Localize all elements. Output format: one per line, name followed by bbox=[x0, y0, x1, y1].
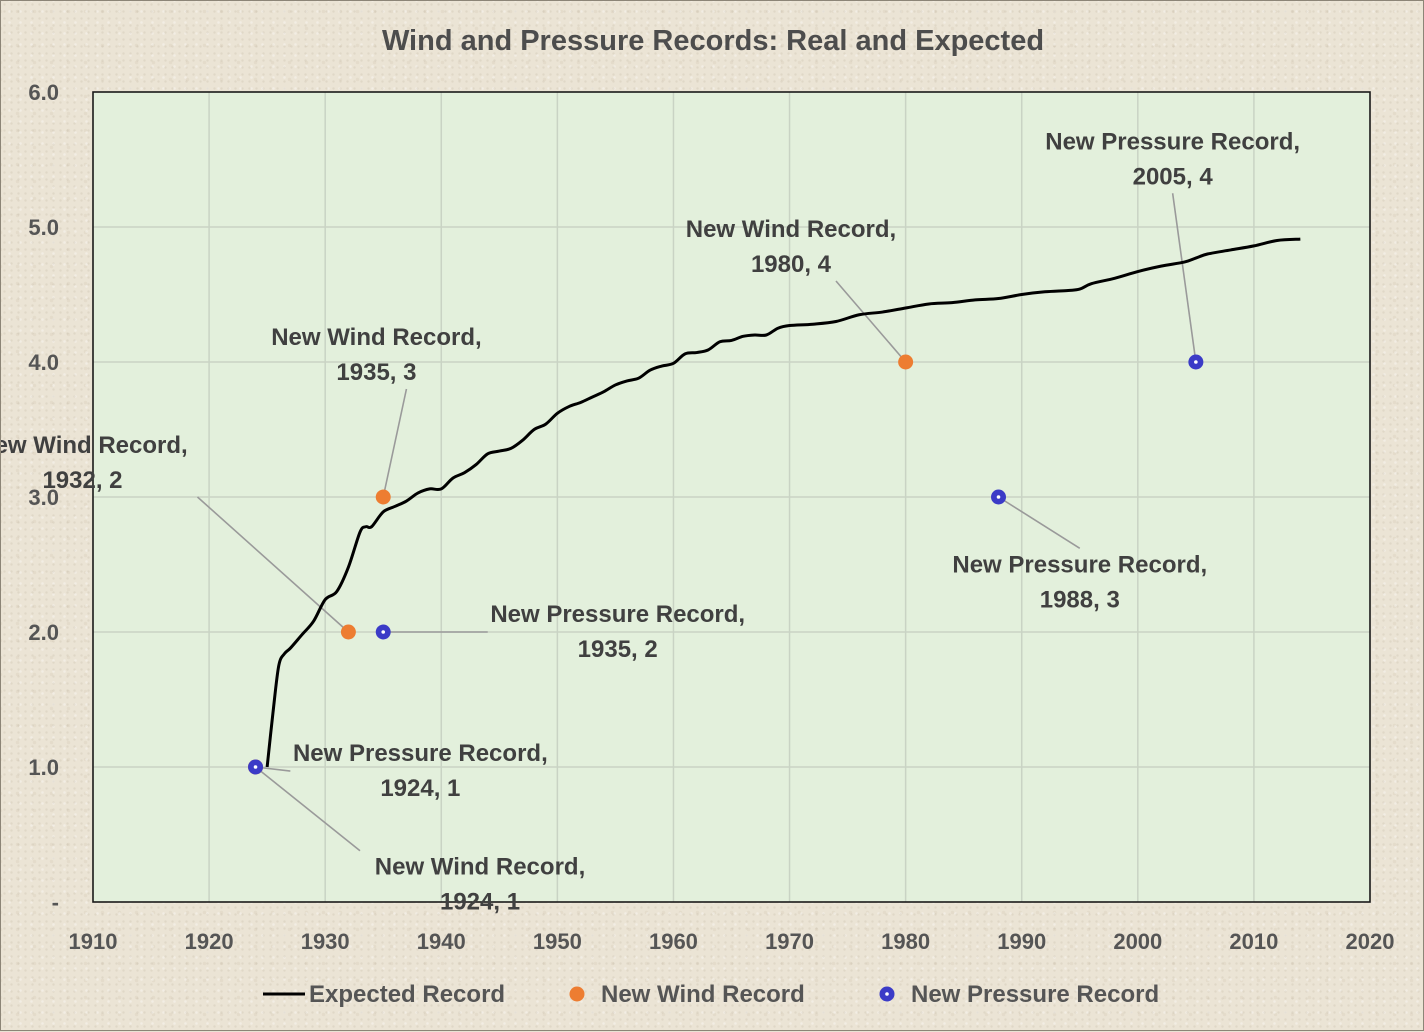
annotation-leader-line bbox=[1171, 193, 1197, 363]
legend-marker-swatch bbox=[569, 986, 585, 1002]
x-tick-label: 1930 bbox=[301, 929, 350, 954]
pressure-annotation: New Pressure Record, 1988, 3 bbox=[952, 551, 1207, 613]
x-tick-label: 2000 bbox=[1113, 929, 1162, 954]
y-tick-label: 6.0 bbox=[28, 80, 59, 105]
y-tick-label: 3.0 bbox=[28, 485, 59, 510]
y-tick-label: - bbox=[52, 890, 59, 915]
legend-item-new-pressure-record: New Pressure Record bbox=[879, 981, 1159, 1008]
legend-item-expected-record: Expected Record bbox=[263, 981, 505, 1008]
wind-record-point bbox=[375, 489, 391, 505]
annotation-leader-line bbox=[382, 388, 408, 498]
wind-annotation: New Wind Record,1932, 2 bbox=[1, 432, 188, 494]
x-tick-label: 1920 bbox=[185, 929, 234, 954]
pressure-record-point-center bbox=[996, 495, 1001, 499]
pressure-record-point-center bbox=[253, 765, 258, 769]
y-tick-label: 2.0 bbox=[28, 620, 59, 645]
y-tick-label: 4.0 bbox=[28, 350, 59, 375]
y-tick-label: 1.0 bbox=[28, 755, 59, 780]
x-tick-label: 2010 bbox=[1229, 929, 1278, 954]
pressure-record-point-center bbox=[1194, 360, 1198, 364]
x-tick-label: 2020 bbox=[1346, 929, 1395, 954]
wind-annotation: New Wind Record, 1980, 4 bbox=[686, 216, 896, 278]
pressure-annotation: New Pressure Record, 1924, 1 bbox=[293, 740, 548, 802]
x-tick-label: 1990 bbox=[997, 929, 1046, 954]
annotation-leader-line bbox=[835, 280, 907, 363]
legend-label: New Wind Record bbox=[601, 981, 805, 1008]
legend-item-new-wind-record: New Wind Record bbox=[569, 981, 805, 1008]
x-tick-label: 1980 bbox=[881, 929, 930, 954]
pressure-record-point-center bbox=[381, 630, 386, 634]
annotation-leader-line bbox=[998, 496, 1081, 549]
legend-marker-center bbox=[885, 992, 889, 996]
wind-record-point bbox=[340, 624, 356, 640]
annotation-leader-line bbox=[196, 496, 349, 633]
legend-label: Expected Record bbox=[309, 981, 505, 1008]
x-tick-label: 1910 bbox=[69, 929, 118, 954]
chart-title: Wind and Pressure Records: Real and Expe… bbox=[382, 25, 1044, 57]
pressure-annotation: New Pressure Record, 1935, 2 bbox=[490, 601, 745, 663]
wind-annotation: New Wind Record, 1924, 1 bbox=[375, 854, 585, 916]
plot-border bbox=[92, 91, 1371, 903]
x-tick-label: 1970 bbox=[765, 929, 814, 954]
annotation-leader-line bbox=[255, 766, 361, 852]
x-tick-label: 1960 bbox=[649, 929, 698, 954]
wind-record-point bbox=[898, 354, 914, 370]
y-tick-label: 5.0 bbox=[28, 215, 59, 240]
x-tick-label: 1950 bbox=[533, 929, 582, 954]
wind-annotation: New Wind Record, 1935, 3 bbox=[271, 324, 481, 386]
expected-record-line bbox=[265, 237, 1301, 768]
x-tick-label: 1940 bbox=[417, 929, 466, 954]
pressure-annotation: New Pressure Record, 2005, 4 bbox=[1045, 128, 1300, 190]
legend-label: New Pressure Record bbox=[911, 981, 1159, 1008]
